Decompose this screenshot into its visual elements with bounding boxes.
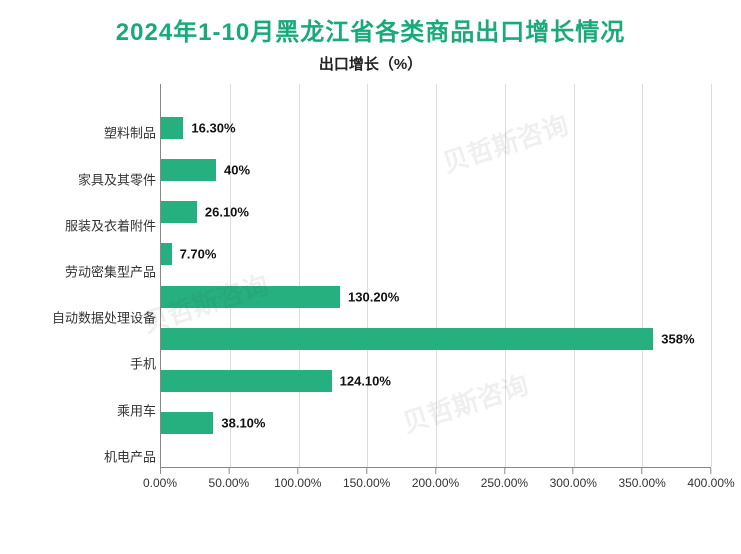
grid-line: [367, 84, 368, 467]
bar: [161, 328, 653, 350]
x-tick: 0.00%: [143, 468, 177, 490]
grid-line: [230, 84, 231, 467]
bar: [161, 243, 172, 265]
x-tick: 200.00%: [412, 468, 459, 490]
bar: [161, 117, 183, 139]
y-axis-label: 塑料制品: [104, 123, 156, 142]
bar-value-label: 38.10%: [221, 415, 265, 430]
bar: [161, 412, 213, 434]
y-axis-label: 手机: [130, 354, 156, 373]
grid-line: [642, 84, 643, 467]
bar-value-label: 124.10%: [340, 373, 391, 388]
bar-value-label: 16.30%: [191, 121, 235, 136]
plot-area: 塑料制品家具及其零件服装及衣着附件劳动密集型产品自动数据处理设备手机乘用车机电产…: [20, 84, 721, 504]
grid-line: [299, 84, 300, 467]
plot: 16.30% 40% 26.10% 7.70% 130.20% 358% 124.10% 38…: [160, 84, 711, 468]
bar-value-label: 358%: [661, 331, 694, 346]
chart-title: 2024年1-10月黑龙江省各类商品出口增长情况: [20, 12, 721, 47]
x-axis-ticks: 0.00%50.00%100.00%150.00%200.00%250.00%3…: [160, 468, 711, 504]
bar-value-label: 40%: [224, 163, 250, 178]
chart-subtitle: 出口增长（%）: [20, 53, 721, 74]
x-tick: 250.00%: [481, 468, 528, 490]
x-tick: 300.00%: [550, 468, 597, 490]
y-axis-label: 服装及衣着附件: [65, 215, 156, 234]
grid-line: [574, 84, 575, 467]
y-axis-label: 自动数据处理设备: [52, 308, 156, 327]
y-axis-label: 乘用车: [117, 400, 156, 419]
y-axis-label: 机电产品: [104, 446, 156, 465]
bar-value-label: 7.70%: [180, 247, 217, 262]
y-axis-label: 家具及其零件: [78, 169, 156, 188]
grid-line: [505, 84, 506, 467]
export-growth-chart: 2024年1-10月黑龙江省各类商品出口增长情况 出口增长（%） 塑料制品家具及…: [0, 0, 741, 554]
bar: [161, 370, 332, 392]
x-tick: 350.00%: [618, 468, 665, 490]
grid-line: [436, 84, 437, 467]
x-tick: 50.00%: [209, 468, 250, 490]
y-axis-label: 劳动密集型产品: [65, 261, 156, 280]
bar: [161, 286, 340, 308]
y-axis-labels: 塑料制品家具及其零件服装及衣着附件劳动密集型产品自动数据处理设备手机乘用车机电产…: [20, 84, 160, 504]
bar-value-label: 26.10%: [205, 205, 249, 220]
bar: [161, 201, 197, 223]
grid-line: [711, 84, 712, 467]
bar: [161, 159, 216, 181]
bar-value-label: 130.20%: [348, 289, 399, 304]
x-tick: 150.00%: [343, 468, 390, 490]
x-tick: 400.00%: [687, 468, 734, 490]
x-tick: 100.00%: [274, 468, 321, 490]
